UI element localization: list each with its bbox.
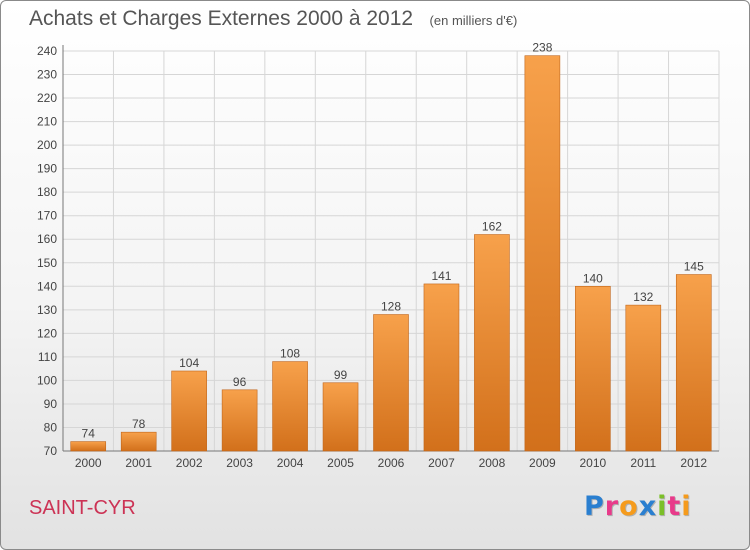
y-tick-label-210: 210 [37,115,57,129]
commune-name: SAINT-CYR [29,497,136,519]
chart-title-block: Achats et Charges Externes 2000 à 2012 (… [29,7,517,31]
value-label-2000: 74 [82,427,96,441]
value-label-2007: 141 [431,269,451,283]
value-label-2005: 99 [334,368,348,382]
x-tick-label-2001: 2001 [125,456,152,470]
labels: 7080901001101201301401501601701801902002… [37,41,707,470]
x-tick-label-2004: 2004 [277,456,304,470]
y-tick-label-160: 160 [37,232,57,246]
logo-letter: i [681,491,692,522]
y-tick-label-100: 100 [37,373,57,387]
bar-2000 [70,441,107,452]
y-tick-label-110: 110 [38,350,57,364]
y-tick-label-80: 80 [44,420,58,434]
bar-2004 [272,361,308,452]
x-tick-label-2007: 2007 [428,456,455,470]
bar-2005 [322,382,359,452]
bar-2012 [675,274,712,452]
logo-letter: P [584,491,605,522]
value-label-2008: 162 [482,220,502,234]
bar-2008 [474,234,510,452]
y-tick-label-190: 190 [37,162,57,176]
y-tick-label-200: 200 [37,138,57,152]
bar-2009 [524,55,561,452]
y-tick-label-120: 120 [37,326,57,340]
y-tick-label-180: 180 [37,185,57,199]
value-label-2001: 78 [132,417,146,431]
bar-2003 [221,389,258,452]
y-tick-label-140: 140 [37,279,57,293]
y-tick-label-70: 70 [44,444,58,458]
x-tick-label-2008: 2008 [479,456,506,470]
proxiti-logo: Proxiti [584,491,692,522]
bar-2001 [120,431,157,452]
value-label-2009: 238 [532,41,552,55]
value-label-2006: 128 [381,300,401,314]
y-tick-label-220: 220 [37,91,57,105]
bar-2007 [423,283,460,452]
x-tick-label-2002: 2002 [176,456,203,470]
y-tick-label-170: 170 [37,209,57,223]
value-label-2011: 132 [633,290,653,304]
bar-2002 [171,370,207,452]
x-tick-label-2000: 2000 [75,456,102,470]
x-tick-label-2012: 2012 [680,456,707,470]
x-tick-label-2003: 2003 [226,456,253,470]
logo-letter: i [657,491,668,522]
value-label-2004: 108 [280,347,300,361]
bar-2006 [373,314,409,452]
x-tick-label-2005: 2005 [327,456,354,470]
bar-2010 [575,285,611,452]
value-label-2012: 145 [684,260,704,274]
logo-letter: o [619,491,639,522]
y-tick-label-230: 230 [37,68,57,82]
value-label-2002: 104 [179,356,199,370]
logo-letter: x [638,491,658,522]
y-tick-label-150: 150 [37,256,57,270]
y-tick-label-130: 130 [37,303,57,317]
y-tick-label-240: 240 [37,44,57,58]
x-tick-label-2010: 2010 [579,456,606,470]
x-tick-label-2006: 2006 [378,456,405,470]
y-tick-label-90: 90 [44,397,58,411]
x-tick-label-2011: 2011 [630,456,656,470]
chart-title: Achats et Charges Externes 2000 à 2012 [29,7,414,30]
logo-letter: r [604,491,620,522]
value-label-2010: 140 [583,271,603,285]
value-label-2003: 96 [233,375,247,389]
chart-subtitle: (en milliers d'€) [429,13,518,28]
bars [70,55,712,452]
bar-2011 [625,304,662,452]
logo-letter: t [667,491,682,522]
x-tick-label-2009: 2009 [529,456,556,470]
